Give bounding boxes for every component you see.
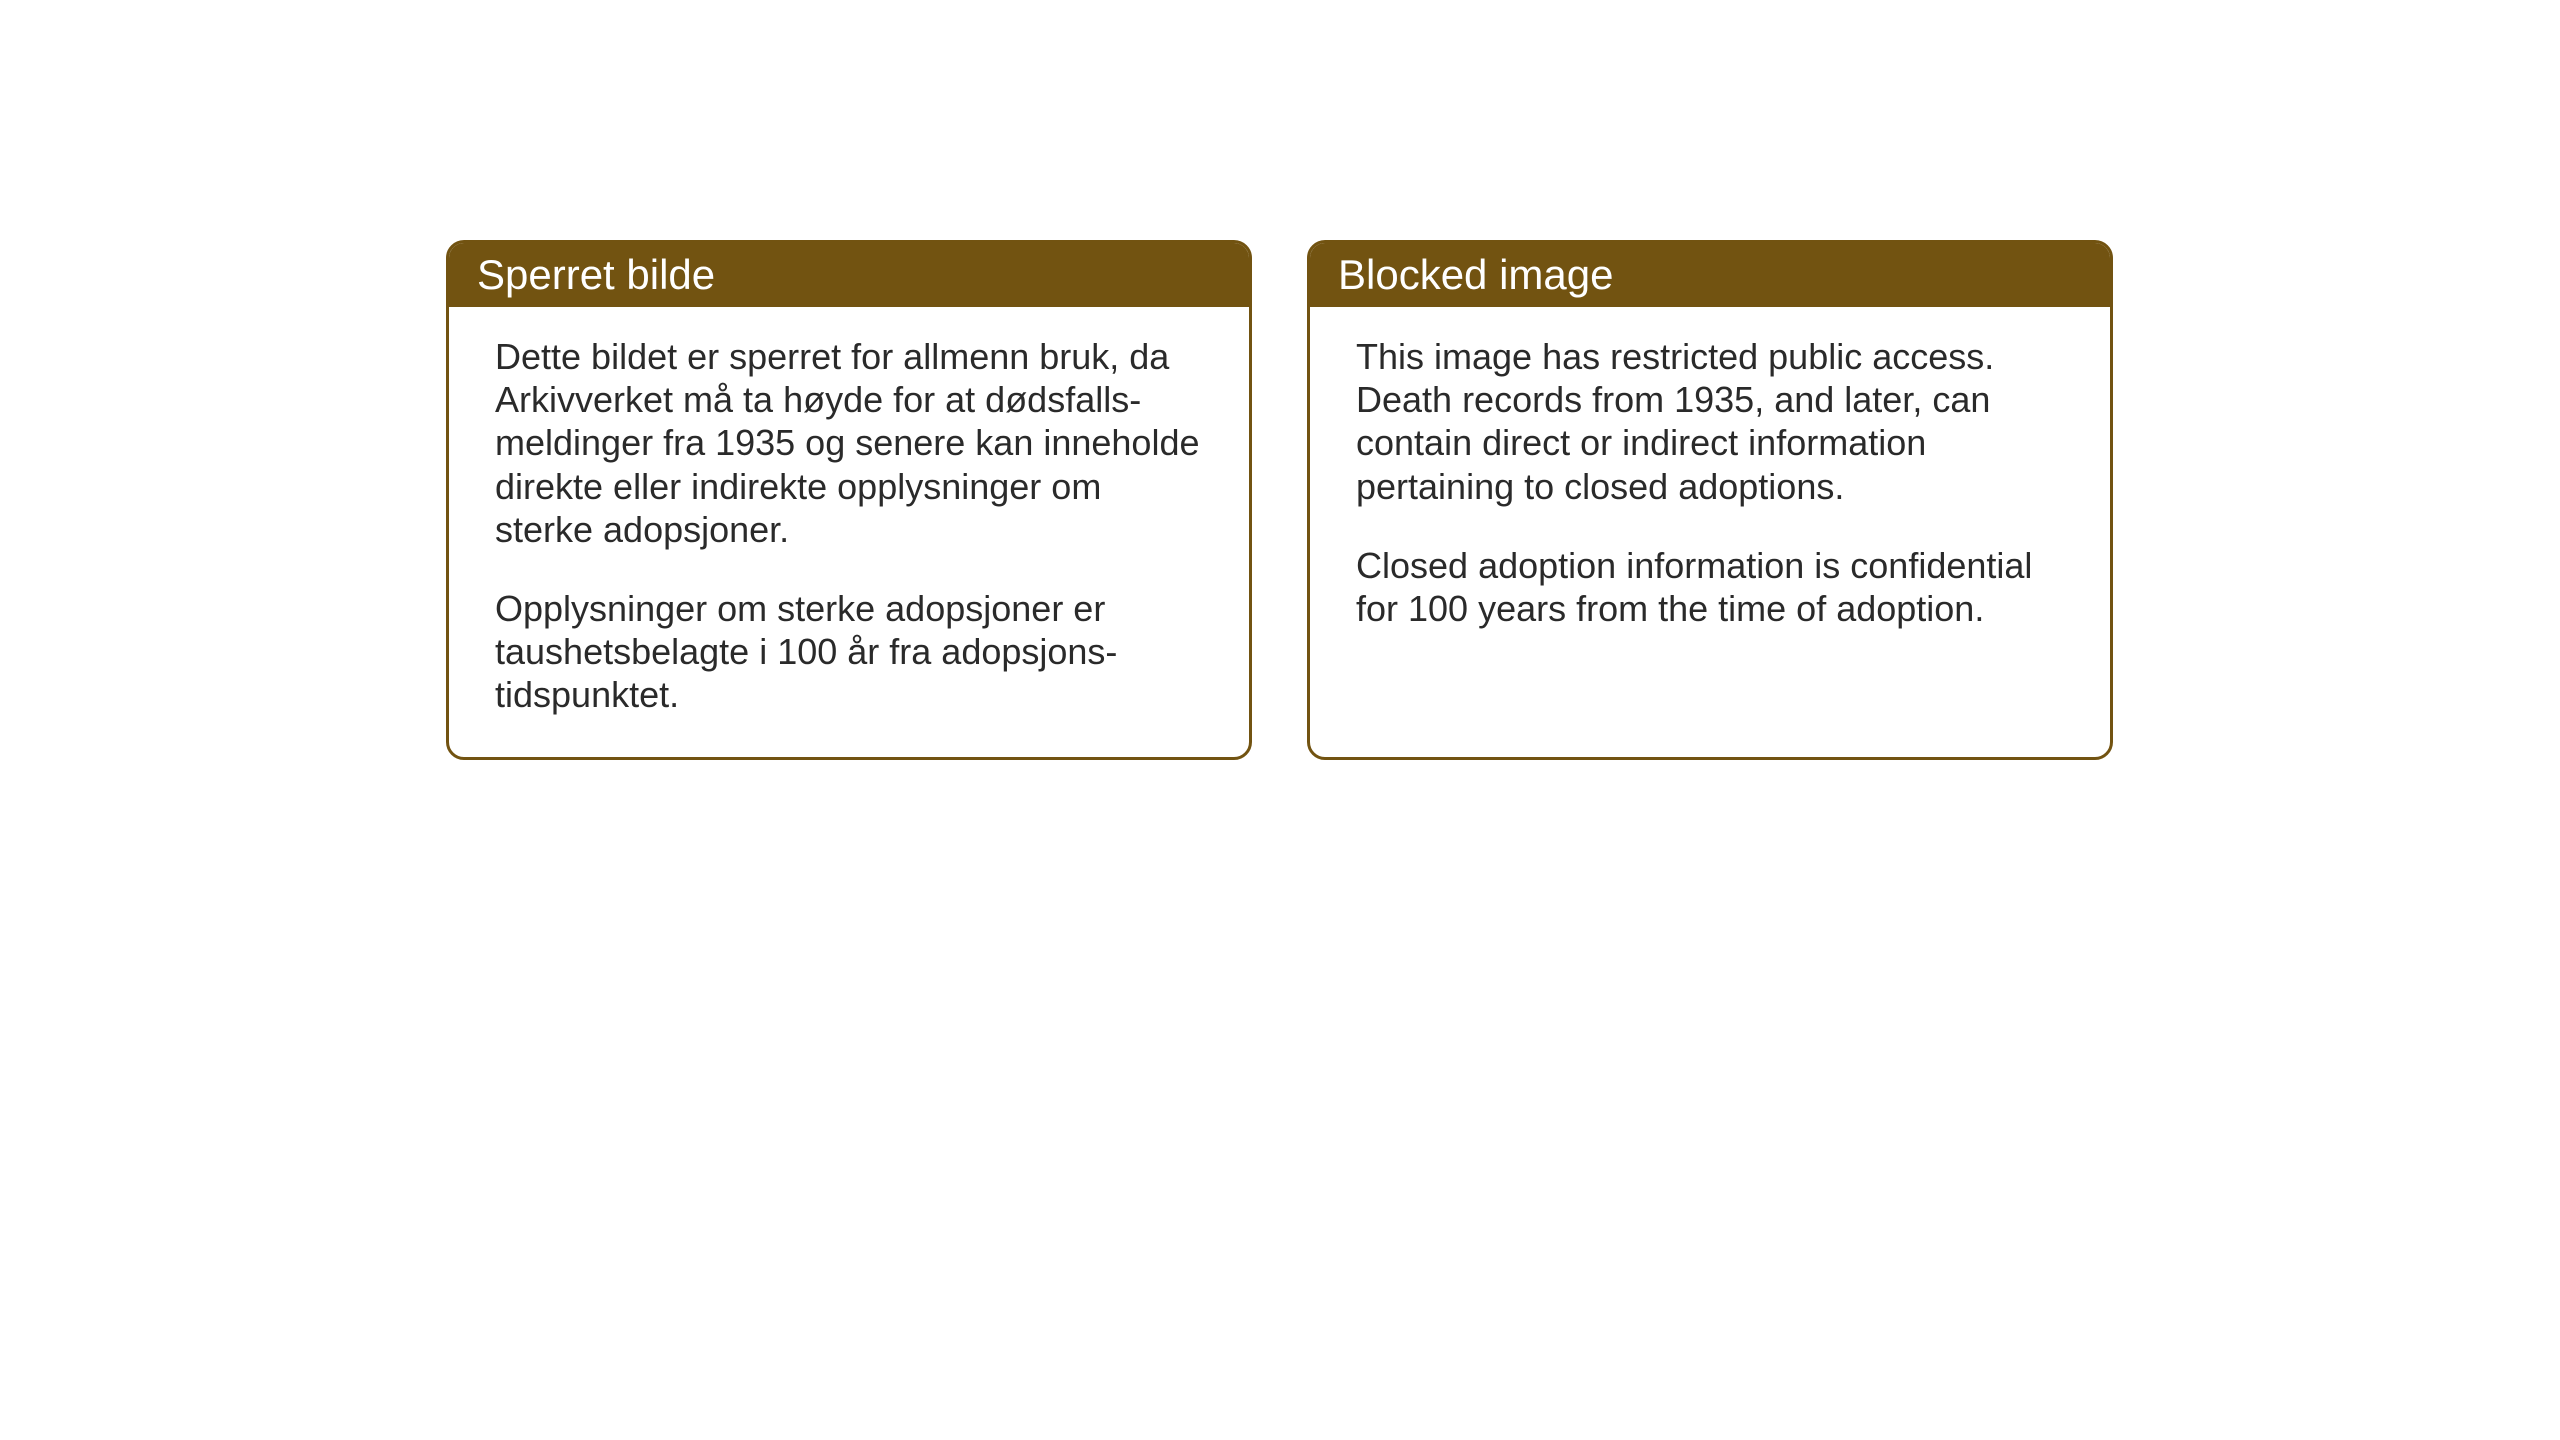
notice-box-english: Blocked image This image has restricted … <box>1307 240 2113 760</box>
notice-body-norwegian: Dette bildet er sperret for allmenn bruk… <box>449 307 1249 757</box>
notice-header-english: Blocked image <box>1310 243 2110 307</box>
notice-body-english: This image has restricted public access.… <box>1310 307 2110 670</box>
notice-paragraph-1-english: This image has restricted public access.… <box>1356 335 2064 508</box>
notice-header-norwegian: Sperret bilde <box>449 243 1249 307</box>
notice-paragraph-2-norwegian: Opplysninger om sterke adopsjoner er tau… <box>495 587 1203 717</box>
notice-title-english: Blocked image <box>1338 251 1613 298</box>
notice-title-norwegian: Sperret bilde <box>477 251 715 298</box>
notice-paragraph-1-norwegian: Dette bildet er sperret for allmenn bruk… <box>495 335 1203 551</box>
notice-paragraph-2-english: Closed adoption information is confident… <box>1356 544 2064 630</box>
notice-box-norwegian: Sperret bilde Dette bildet er sperret fo… <box>446 240 1252 760</box>
notice-container: Sperret bilde Dette bildet er sperret fo… <box>446 240 2113 760</box>
